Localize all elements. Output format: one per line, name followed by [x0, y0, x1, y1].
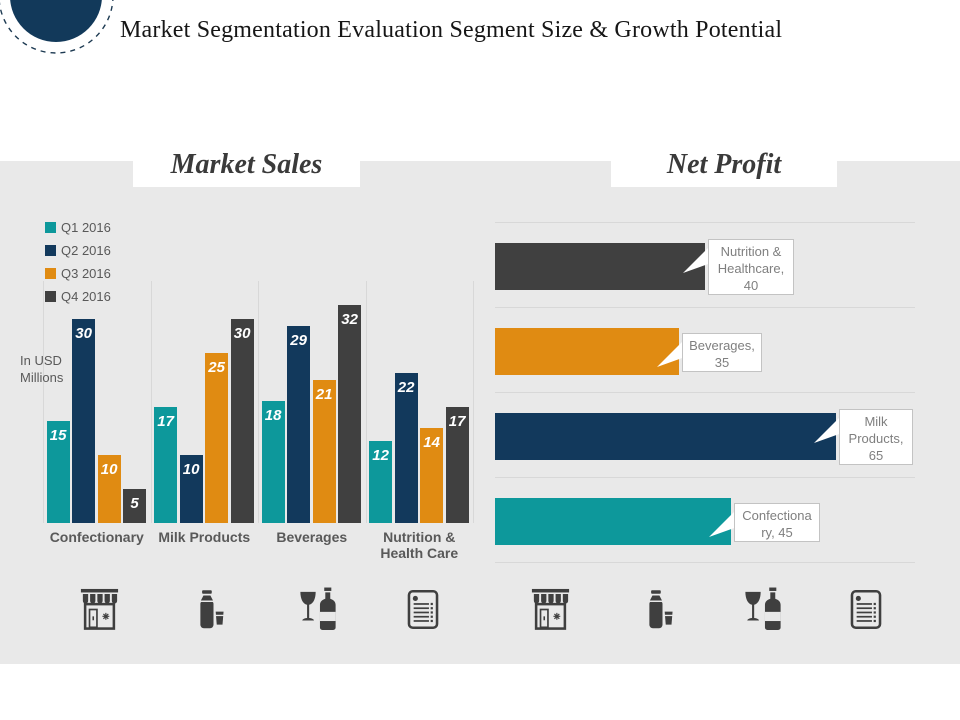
wine-icon[interactable]: [298, 586, 340, 632]
callout-text-line: 40: [743, 278, 759, 293]
gridline: [473, 281, 474, 523]
market-sales-title: Market Sales: [170, 148, 323, 180]
bar-q3-2016-2[interactable]: [312, 380, 336, 523]
gridline: [258, 281, 259, 523]
bar-value-label: 29: [290, 332, 307, 349]
bar-q3-2016-0[interactable]: [97, 455, 121, 523]
callout-text-line: Products,: [848, 431, 904, 446]
slide-title[interactable]: Market Segmentation Evaluation Segment S…: [120, 17, 783, 43]
bar-q1-2016-3[interactable]: [369, 441, 393, 523]
bar-value-label: 30: [233, 325, 251, 342]
milk-bottle-icon[interactable]: [638, 588, 680, 630]
net-profit-title-box[interactable]: Net Profit: [611, 142, 837, 187]
legend-label: Q2 2016: [61, 243, 111, 258]
callout-text-line: Healthcare,: [717, 261, 785, 276]
legend-swatch: [45, 291, 56, 302]
bar-q1-2016-2[interactable]: [261, 401, 285, 523]
market-sales-legend: Q1 2016 Q2 2016 Q3 2016 Q4 2016: [45, 216, 111, 308]
legend-label: Q3 2016: [61, 266, 111, 281]
storefront-icon[interactable]: [76, 587, 123, 632]
legend-label: Q1 2016: [61, 220, 111, 235]
menu-document-icon[interactable]: [849, 589, 883, 630]
callout-pointer: [709, 509, 737, 537]
storefront-icon[interactable]: [527, 587, 574, 632]
bar-q4-2016-1[interactable]: [230, 319, 254, 523]
gridline: [365, 281, 367, 523]
bar-q4-2016-0[interactable]: [123, 489, 147, 523]
legend-item-q3-2016[interactable]: Q3 2016: [45, 262, 111, 285]
milk-bottle-icon[interactable]: [189, 588, 231, 630]
bar-value-label: 15: [49, 427, 67, 444]
market-sales-icon-row: [43, 586, 473, 632]
callout-text-line: 35: [714, 355, 730, 370]
callout-text-line: Beverages,: [689, 338, 755, 353]
callout-pointer: [814, 415, 842, 443]
data-callout-nutrition-healthcare[interactable]: Nutrition & Healthcare, 40: [708, 239, 794, 295]
gridline: [495, 562, 915, 563]
market-sales-title-box[interactable]: Market Sales: [133, 142, 360, 187]
bar-milk-products[interactable]: [495, 413, 836, 460]
callout-text-line: Nutrition &: [720, 244, 782, 259]
bar-nutrition-healthcare[interactable]: [495, 243, 705, 290]
axis-units-note: In USD Millions: [20, 353, 64, 385]
bar-q3-2016-1[interactable]: [205, 353, 229, 523]
category-label: Confectionary: [49, 529, 144, 545]
legend-item-q2-2016[interactable]: Q2 2016: [45, 239, 111, 262]
bar-value-label: 10: [100, 461, 118, 478]
bar-q1-2016-0[interactable]: [46, 421, 70, 523]
legend-swatch: [45, 245, 56, 256]
callout-text-line: 65: [868, 448, 884, 463]
bar-value-label: 17: [448, 413, 466, 430]
bar-value-label: 14: [423, 434, 440, 451]
bar-q3-2016-3[interactable]: [420, 428, 444, 523]
legend-label: Q4 2016: [61, 289, 111, 304]
legend-item-q4-2016[interactable]: Q4 2016: [45, 285, 111, 308]
gridline: [150, 281, 152, 523]
legend-swatch: [45, 222, 56, 233]
bar-value-label: 12: [372, 447, 389, 464]
gridline: [495, 392, 915, 393]
callout-text-line: Confectiona: [742, 508, 812, 523]
bar-value-label: 18: [264, 407, 282, 424]
legend-item-q1-2016[interactable]: Q1 2016: [45, 216, 111, 239]
callout-text-line: Milk: [864, 414, 888, 429]
bar-value-label: 21: [315, 386, 333, 403]
bar-q4-2016-2[interactable]: [338, 305, 362, 523]
bar-q1-2016-1[interactable]: [154, 407, 178, 523]
legend-swatch: [45, 268, 56, 279]
callout-text-line: ry, 45: [761, 525, 793, 540]
wine-icon[interactable]: [743, 586, 785, 632]
category-label: Beverages: [276, 529, 348, 545]
bar-value-label: 17: [157, 413, 174, 430]
logo-circle[interactable]: [0, 0, 130, 70]
bar-q4-2016-3[interactable]: [445, 407, 469, 523]
data-callout-milk-products[interactable]: Milk Products, 65: [839, 409, 913, 465]
bar-value-label: 22: [397, 379, 415, 396]
data-callout-confectionary[interactable]: Confectiona ry, 45: [734, 503, 820, 542]
bar-q2-2016-1[interactable]: [179, 455, 203, 523]
bar-q2-2016-3[interactable]: [394, 373, 418, 523]
bar-value-label: 32: [341, 311, 358, 328]
bar-value-label: 25: [208, 359, 225, 376]
bar-confectionary[interactable]: [495, 498, 731, 545]
bar-value-label: 30: [75, 325, 92, 342]
net-profit-title: Net Profit: [666, 148, 782, 180]
bar-q2-2016-0[interactable]: [72, 319, 96, 523]
gridline: [43, 281, 44, 523]
bar-value-label: 10: [182, 461, 200, 478]
callout-pointer: [683, 245, 711, 273]
menu-document-icon[interactable]: [406, 589, 440, 630]
bar-value-label: 5: [130, 495, 139, 512]
gridline: [495, 222, 915, 223]
callout-pointer: [657, 339, 685, 367]
gridline: [495, 307, 915, 308]
bar-beverages[interactable]: [495, 328, 679, 375]
category-label: Nutrition & Health Care: [380, 529, 459, 561]
bar-q2-2016-2[interactable]: [287, 326, 311, 523]
net-profit-icon-row: [495, 586, 915, 632]
category-label: Milk Products: [158, 529, 251, 545]
gridline: [495, 477, 915, 478]
data-callout-beverages[interactable]: Beverages, 35: [682, 333, 762, 372]
